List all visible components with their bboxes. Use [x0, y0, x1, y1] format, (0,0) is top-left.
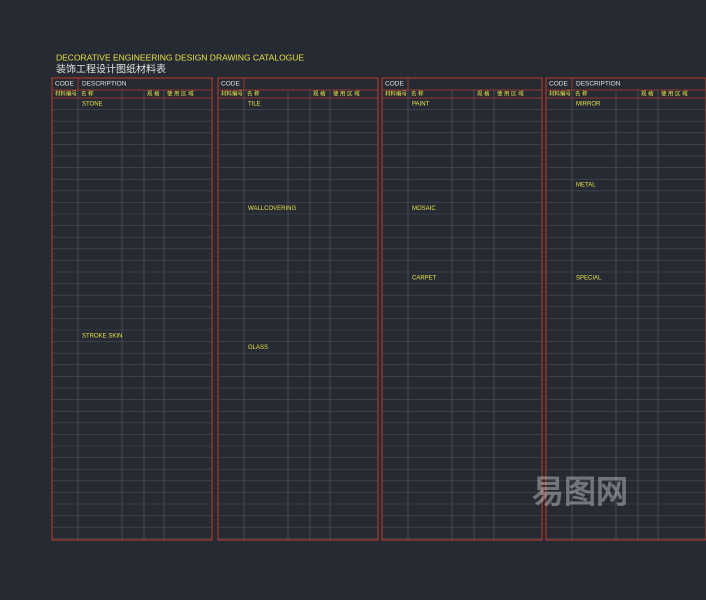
- column-header: 材料编号: [549, 89, 572, 97]
- panel-border: [381, 77, 543, 541]
- section-label: SPECIAL: [576, 275, 602, 281]
- column-header: 名 称: [81, 89, 94, 97]
- column-header: 使 用 区 域: [333, 89, 360, 97]
- section-label: MOSAIC: [412, 206, 436, 212]
- column-header: 规 格: [147, 89, 160, 97]
- watermark: 易图网: [532, 473, 628, 509]
- column-header: 材料编号: [55, 89, 78, 97]
- section-label: WALLCOVERING: [248, 206, 296, 212]
- panel-border: [217, 77, 379, 541]
- column-header: 规 格: [313, 89, 326, 97]
- section-label: STONE: [82, 101, 103, 107]
- section-label: METAL: [576, 183, 596, 189]
- column-header: 使 用 区 域: [497, 89, 524, 97]
- title: DECORATIVE ENGINEERING DESIGN DRAWING CA…: [56, 52, 304, 62]
- column-header: 规 格: [641, 89, 654, 97]
- column-header: 使 用 区 域: [661, 89, 688, 97]
- code-header: CODE: [385, 81, 404, 88]
- section-label: CARPET: [412, 275, 437, 281]
- column-header: 使 用 区 域: [167, 89, 194, 97]
- code-header: CODE: [55, 81, 74, 88]
- column-header: 名 称: [575, 89, 588, 97]
- description-header: DESCRIPTION: [576, 81, 621, 88]
- description-header: DESCRIPTION: [82, 81, 127, 88]
- section-label: PAINT: [412, 101, 430, 107]
- section-label: MIRROR: [576, 101, 601, 107]
- code-header: CODE: [549, 81, 568, 88]
- section-label: STROKE SKIN: [82, 333, 122, 339]
- panel-border: [545, 77, 706, 541]
- section-label: TILE: [248, 101, 261, 107]
- panel-border: [51, 77, 213, 541]
- column-header: 名 称: [247, 89, 260, 97]
- column-header: 规 格: [477, 89, 490, 97]
- column-header: 名 称: [411, 89, 424, 97]
- code-header: CODE: [221, 81, 240, 88]
- column-header: 材料编号: [385, 89, 408, 97]
- subtitle: 装饰工程设计图纸材料表: [56, 63, 166, 76]
- section-label: GLASS: [248, 345, 268, 351]
- column-header: 材料编号: [221, 89, 244, 97]
